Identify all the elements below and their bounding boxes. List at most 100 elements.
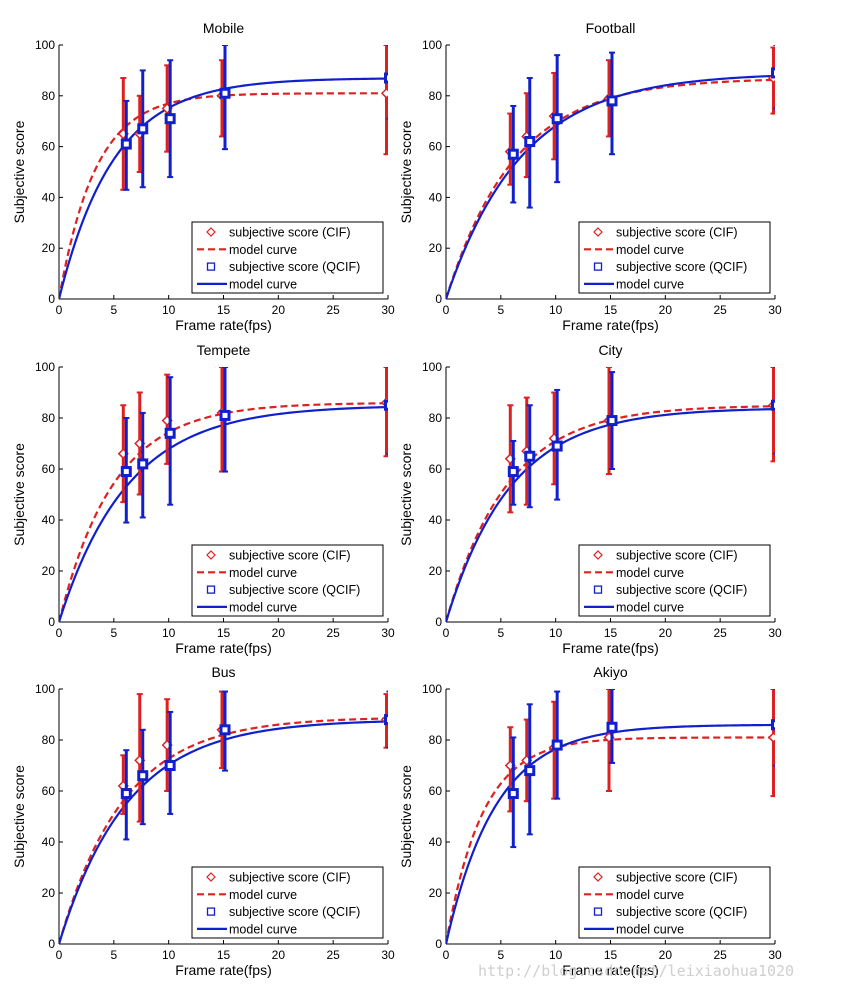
watermark: http://blog.csdn.net/leixiaohua1020 — [478, 962, 795, 980]
x-axis-label: Frame rate(fps) — [562, 317, 658, 333]
x-tick-label: 15 — [604, 626, 618, 640]
chart-title: Football — [586, 20, 636, 36]
y-tick-label: 100 — [422, 682, 442, 696]
x-tick-label: 30 — [381, 948, 395, 962]
data-point-qcif — [120, 138, 132, 150]
legend-box — [578, 544, 771, 617]
legend-label: model curve — [229, 566, 297, 580]
data-point-cif — [380, 87, 388, 99]
x-tick-label: 10 — [549, 303, 563, 317]
y-tick-label: 80 — [429, 411, 443, 425]
legend-box — [578, 866, 771, 939]
legend-diamond-icon — [593, 550, 603, 560]
legend-label: subjective score (QCIF) — [616, 260, 747, 274]
legend-box — [191, 544, 384, 617]
x-axis-label: Frame rate(fps) — [175, 640, 271, 656]
y-tick-label: 100 — [35, 360, 55, 374]
legend-label: model curve — [616, 277, 684, 291]
data-point-qcif — [606, 415, 618, 427]
chart-title: Mobile — [203, 20, 244, 36]
chart-title: City — [598, 342, 622, 358]
legend: subjective score (CIF) model curve subject… — [578, 544, 771, 617]
data-point-qcif — [120, 466, 132, 478]
x-tick-label: 25 — [713, 948, 727, 962]
legend: subjective score (CIF) model curve subject… — [578, 866, 771, 939]
x-tick-label: 15 — [217, 948, 231, 962]
data-point-qcif — [164, 427, 176, 439]
x-tick-label: 0 — [56, 948, 63, 962]
chart-panel-football: 0 5 10 15 20 25 30 0 20 40 60 80 100 Football Frame ra… — [398, 20, 782, 333]
x-axis-label: Frame rate(fps) — [175, 962, 271, 978]
plot-data — [446, 45, 775, 299]
y-tick-label: 80 — [429, 733, 443, 747]
x-tick-label: 0 — [56, 626, 63, 640]
y-tick-label: 0 — [48, 292, 55, 306]
legend: subjective score (CIF) model curve subject… — [578, 221, 771, 294]
data-point-qcif — [524, 450, 536, 462]
legend-label: subjective score (QCIF) — [229, 583, 360, 597]
legend: subjective score (CIF) model curve subject… — [191, 544, 384, 617]
x-tick-label: 10 — [549, 626, 563, 640]
y-tick-label: 0 — [48, 615, 55, 629]
legend-square-icon — [206, 907, 216, 916]
x-tick-label: 25 — [326, 626, 340, 640]
legend-label: model curve — [229, 600, 297, 614]
plot-data — [446, 689, 775, 944]
chart-title: Tempete — [197, 342, 251, 358]
model-curve-cif — [59, 402, 388, 622]
y-tick-label: 20 — [42, 241, 56, 255]
y-tick-label: 40 — [429, 835, 443, 849]
legend-box — [191, 221, 384, 294]
y-tick-label: 100 — [35, 682, 55, 696]
legend-box — [191, 866, 384, 939]
y-tick-label: 0 — [435, 937, 442, 951]
legend: subjective score (CIF) model curve subject… — [191, 221, 384, 294]
chart-panel-akiyo: 0 5 10 15 20 25 30 0 20 40 60 80 100 Akiyo Frame rate(… — [398, 664, 782, 978]
x-tick-label: 25 — [326, 948, 340, 962]
chart-panel-mobile: 0 5 10 15 20 25 30 0 20 40 60 80 100 Mobile Frame rate… — [11, 20, 395, 333]
data-point-qcif — [507, 466, 519, 478]
data-point-qcif — [384, 72, 388, 84]
legend-label: model curve — [616, 888, 684, 902]
y-tick-label: 40 — [42, 835, 56, 849]
data-point-qcif — [551, 440, 563, 452]
x-tick-label: 20 — [659, 626, 673, 640]
plot-data — [59, 690, 388, 944]
legend-label: subjective score (QCIF) — [616, 583, 747, 597]
x-tick-label: 20 — [272, 626, 286, 640]
legend-square-icon — [593, 907, 603, 916]
x-tick-label: 5 — [497, 626, 504, 640]
y-tick-label: 100 — [35, 38, 55, 52]
x-tick-label: 25 — [713, 303, 727, 317]
data-point-qcif — [164, 113, 176, 125]
legend-label: subjective score (CIF) — [229, 871, 351, 885]
legend-label: subjective score (QCIF) — [616, 905, 747, 919]
x-tick-label: 30 — [381, 626, 395, 640]
y-tick-label: 40 — [429, 190, 443, 204]
y-axis-label: Subjective score — [11, 120, 27, 223]
x-tick-label: 15 — [217, 303, 231, 317]
legend-label: model curve — [229, 888, 297, 902]
y-tick-label: 100 — [422, 38, 442, 52]
data-point-qcif — [120, 788, 132, 800]
plot-data — [59, 367, 388, 622]
y-axis-label: Subjective score — [398, 765, 414, 868]
data-point-qcif — [219, 87, 231, 99]
x-tick-label: 20 — [272, 948, 286, 962]
data-point-cif — [767, 731, 775, 744]
x-tick-label: 15 — [217, 626, 231, 640]
y-tick-label: 100 — [422, 360, 442, 374]
data-point-qcif — [507, 788, 519, 800]
x-tick-label: 25 — [326, 303, 340, 317]
y-tick-label: 60 — [429, 462, 443, 476]
chart-panel-city: 0 5 10 15 20 25 30 0 20 40 60 80 100 City Frame rate(f… — [398, 342, 782, 656]
x-tick-label: 15 — [604, 948, 618, 962]
x-tick-label: 0 — [56, 303, 63, 317]
x-tick-label: 20 — [272, 303, 286, 317]
x-tick-label: 10 — [162, 626, 176, 640]
legend-diamond-icon — [206, 872, 216, 882]
y-tick-label: 0 — [435, 615, 442, 629]
data-point-qcif — [524, 765, 536, 777]
data-point-qcif — [164, 760, 176, 771]
x-tick-label: 15 — [604, 303, 618, 317]
